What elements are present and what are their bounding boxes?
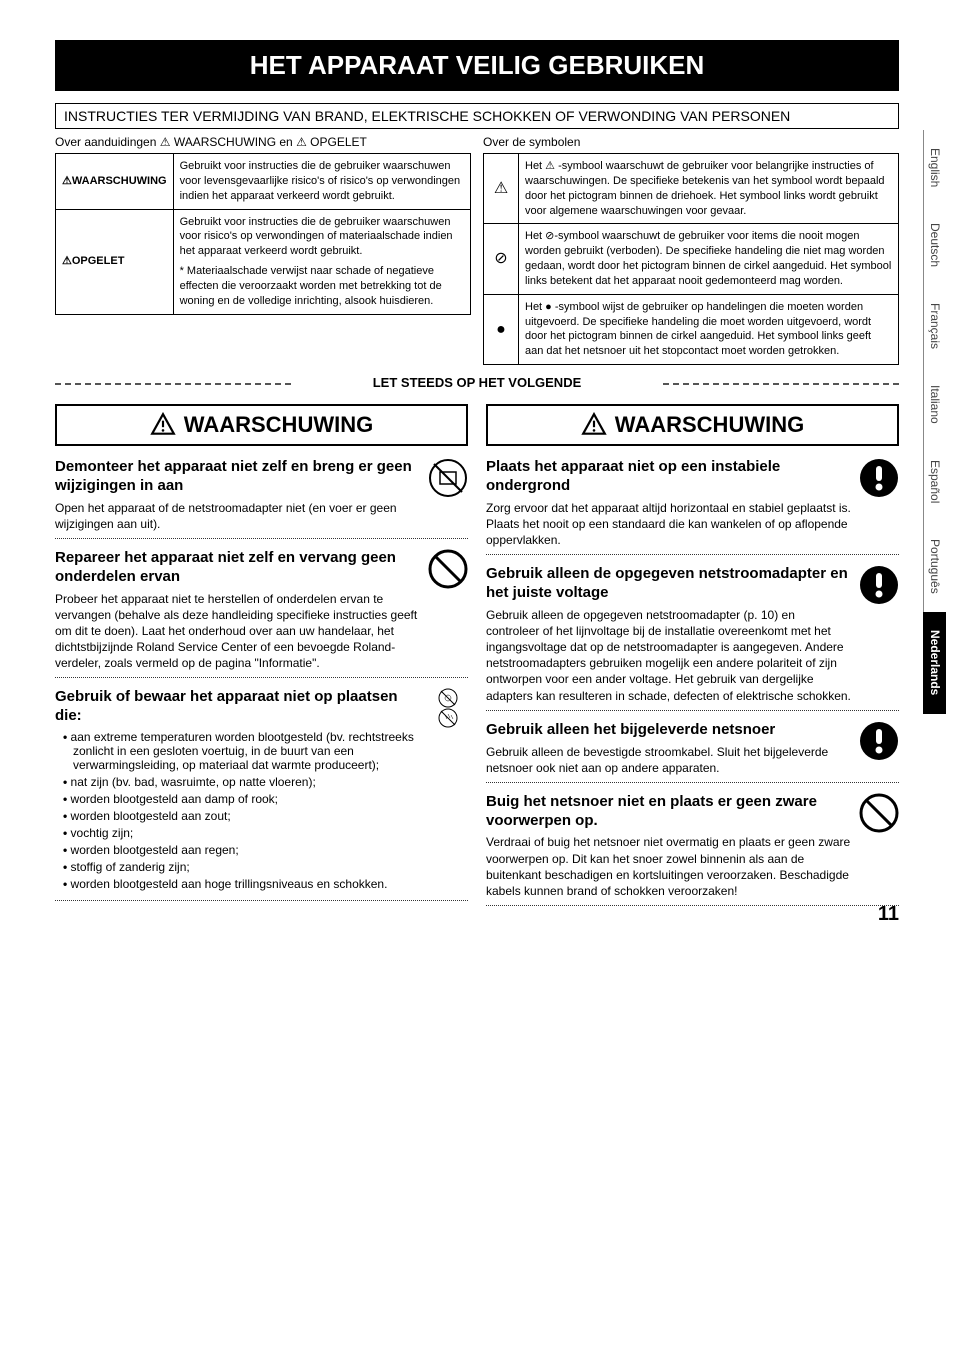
pay-attention-notice: LET STEEDS OP HET VOLGENDE <box>55 375 899 390</box>
content-columns: WAARSCHUWING Demonteer het apparaat niet… <box>55 404 899 916</box>
symbol-definitions: Over de symbolen ⚠ Het ⚠ -symbool waarsc… <box>483 135 899 365</box>
lang-tab-francais[interactable]: Français <box>923 285 946 367</box>
repair-title: Repareer het apparaat niet zelf en verva… <box>55 549 420 587</box>
location-title: Gebruik of bewaar het apparaat niet op p… <box>55 688 420 726</box>
mandatory-desc: Het ● -symbool wijst de gebruiker op han… <box>519 294 899 364</box>
prohibit-icon: ⊘ <box>484 224 519 294</box>
section-location: Gebruik of bewaar het apparaat niet op p… <box>55 688 468 894</box>
disassemble-body: Open het apparaat of de netstroomadapter… <box>55 500 420 532</box>
prohibit-circle-icon <box>428 549 468 594</box>
unstable-title: Plaats het apparaat niet op een instabie… <box>486 458 851 496</box>
waarschuwing-desc: Gebruikt voor instructies die de gebruik… <box>173 154 470 210</box>
over-symbolen-label: Over de symbolen <box>483 135 899 149</box>
waarschuwing-label: ⚠WAARSCHUWING <box>56 154 174 210</box>
list-item: worden blootgesteld aan damp of rook; <box>63 792 420 806</box>
warning-triangle-icon <box>581 412 607 438</box>
no-disassemble-icon <box>428 458 468 503</box>
page-title: HET APPARAAT VEILIG GEBRUIKEN <box>55 40 899 91</box>
mandatory-icon: ● <box>484 294 519 364</box>
list-item: worden blootgesteld aan regen; <box>63 843 420 857</box>
powercord-supplied-body: Gebruik alleen de bevestigde stroomkabel… <box>486 744 851 776</box>
instructions-header: INSTRUCTIES TER VERMIJDING VAN BRAND, EL… <box>55 103 899 129</box>
repair-body: Probeer het apparaat niet te herstellen … <box>55 591 420 672</box>
list-item: aan extreme temperaturen worden blootges… <box>63 730 420 772</box>
lang-tab-english[interactable]: English <box>923 130 946 205</box>
page-number: 11 <box>878 903 899 926</box>
section-unstable: Plaats het apparaat niet op een instabie… <box>486 458 899 548</box>
separator <box>486 554 899 555</box>
separator <box>486 782 899 783</box>
no-sun-rain-icon <box>428 688 468 733</box>
lang-tab-portugues[interactable]: Português <box>923 521 946 612</box>
lang-tab-deutsch[interactable]: Deutsch <box>923 205 946 285</box>
right-column: WAARSCHUWING Plaats het apparaat niet op… <box>486 404 899 916</box>
warning-heading-text: WAARSCHUWING <box>184 412 373 438</box>
mandatory-exclaim-icon <box>859 565 899 610</box>
list-item: stoffig of zanderig zijn; <box>63 860 420 874</box>
section-disassemble: Demonteer het apparaat niet zelf en bren… <box>55 458 468 532</box>
adapter-title: Gebruik alleen de opgegeven netstroomada… <box>486 565 851 603</box>
list-item: nat zijn (bv. bad, wasruimte, op natte v… <box>63 775 420 789</box>
list-item: worden blootgesteld aan zout; <box>63 809 420 823</box>
warning-definition-table: ⚠WAARSCHUWING Gebruikt voor instructies … <box>55 153 471 315</box>
warning-definitions: Over aanduidingen ⚠ WAARSCHUWING en ⚠ OP… <box>55 135 471 365</box>
top-info-row: Over aanduidingen ⚠ WAARSCHUWING en ⚠ OP… <box>55 135 899 365</box>
symbol-definition-table: ⚠ Het ⚠ -symbool waarschuwt de gebruiker… <box>483 153 899 365</box>
section-powercord-bend: Buig het netsnoer niet en plaats er geen… <box>486 793 899 899</box>
unstable-body: Zorg ervoor dat het apparaat altijd hori… <box>486 500 851 549</box>
separator <box>55 677 468 678</box>
over-aanduidingen-label: Over aanduidingen ⚠ WAARSCHUWING en ⚠ OP… <box>55 135 471 149</box>
list-item: vochtig zijn; <box>63 826 420 840</box>
prohibit-desc: Het ⊘-symbool waarschuwt de gebruiker vo… <box>519 224 899 294</box>
separator <box>55 900 468 901</box>
opgelet-desc: Gebruikt voor instructies die de gebruik… <box>173 209 470 314</box>
warning-heading-text: WAARSCHUWING <box>615 412 804 438</box>
left-column: WAARSCHUWING Demonteer het apparaat niet… <box>55 404 468 916</box>
mandatory-exclaim-icon <box>859 721 899 766</box>
separator <box>55 538 468 539</box>
powercord-bend-title: Buig het netsnoer niet en plaats er geen… <box>486 793 851 831</box>
prohibit-circle-icon <box>859 793 899 838</box>
warning-triangle-icon <box>150 412 176 438</box>
opgelet-desc-1: Gebruikt voor instructies die de gebruik… <box>180 215 464 260</box>
mandatory-exclaim-icon <box>859 458 899 503</box>
triangle-icon: ⚠ <box>484 154 519 224</box>
list-item: worden blootgesteld aan hoge trillingsni… <box>63 877 420 891</box>
disassemble-title: Demonteer het apparaat niet zelf en bren… <box>55 458 420 496</box>
lang-tab-nederlands[interactable]: Nederlands <box>923 612 946 713</box>
section-powercord-supplied: Gebruik alleen het bijgeleverde netsnoer… <box>486 721 899 776</box>
warning-heading-right: WAARSCHUWING <box>486 404 899 446</box>
lang-tab-espanol[interactable]: Español <box>923 442 946 521</box>
separator <box>486 905 899 906</box>
warning-heading-left: WAARSCHUWING <box>55 404 468 446</box>
lang-tab-italiano[interactable]: Italiano <box>923 367 946 442</box>
opgelet-label: ⚠OPGELET <box>56 209 174 314</box>
adapter-body: Gebruik alleen de opgegeven netstroomada… <box>486 607 851 704</box>
separator <box>486 710 899 711</box>
section-adapter: Gebruik alleen de opgegeven netstroomada… <box>486 565 899 704</box>
location-bullets: aan extreme temperaturen worden blootges… <box>55 730 420 891</box>
section-repair: Repareer het apparaat niet zelf en verva… <box>55 549 468 671</box>
language-tabs: English Deutsch Français Italiano Españo… <box>923 130 946 714</box>
powercord-supplied-title: Gebruik alleen het bijgeleverde netsnoer <box>486 721 851 740</box>
opgelet-desc-2: * Materiaalschade verwijst naar schade o… <box>180 264 464 309</box>
powercord-bend-body: Verdraai of buig het netsnoer niet overm… <box>486 834 851 899</box>
triangle-desc: Het ⚠ -symbool waarschuwt de gebruiker v… <box>519 154 899 224</box>
